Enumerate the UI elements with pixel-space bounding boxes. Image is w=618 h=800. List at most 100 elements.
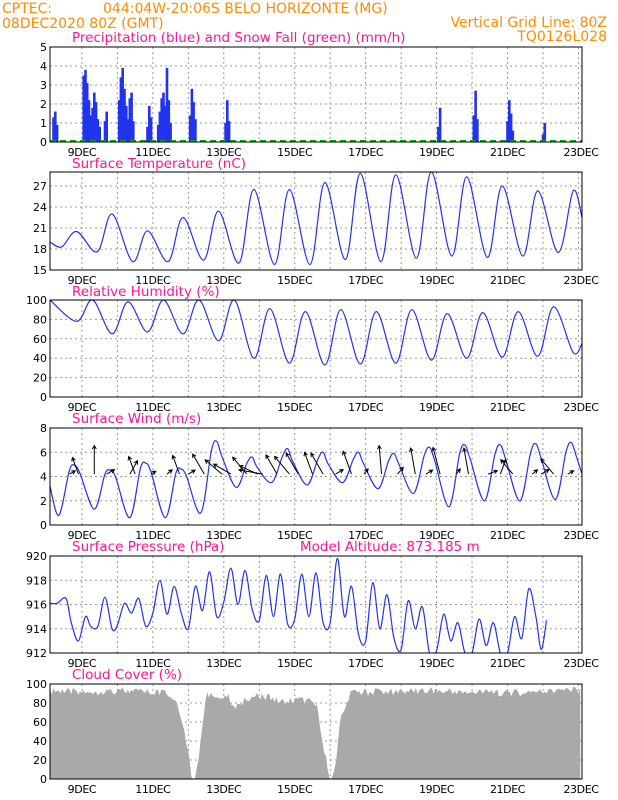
wind-arrow bbox=[237, 468, 263, 475]
wind-arrow bbox=[91, 444, 97, 475]
grid-note-label: Vertical Grid Line: 80Z bbox=[451, 15, 607, 31]
y-tick-label: 21 bbox=[33, 222, 47, 235]
precip-bar bbox=[148, 105, 151, 142]
x-tick-label: 13DEC bbox=[206, 529, 242, 542]
x-tick-label: 9DEC bbox=[68, 401, 97, 414]
x-tick-label: 17DEC bbox=[348, 529, 384, 542]
x-tick-label: 23DEC bbox=[563, 401, 599, 414]
precip-bar bbox=[52, 117, 55, 142]
y-tick-label: 20 bbox=[33, 754, 47, 767]
x-tick-label: 11DEC bbox=[135, 783, 171, 796]
precip-bar bbox=[226, 100, 229, 142]
wind-arrow bbox=[71, 456, 79, 475]
run-time-label: 08DEC2020 80Z (GMT) bbox=[2, 16, 164, 32]
x-tick-label: 9DEC bbox=[68, 657, 97, 670]
x-tick-label: 15DEC bbox=[277, 783, 313, 796]
precip-bar bbox=[192, 102, 195, 142]
x-tick-label: 13DEC bbox=[206, 146, 242, 159]
wind-arrow bbox=[171, 454, 180, 475]
wind-arrow bbox=[431, 446, 441, 475]
y-tick-label: 18 bbox=[33, 243, 47, 256]
y-tick-label: 60 bbox=[33, 716, 47, 729]
temperature-panel: 15 18 21 24 27 9DEC 11DEC 13DEC 15DEC 17DEC 19DEC 2… bbox=[33, 156, 600, 287]
precip-bar bbox=[506, 121, 509, 142]
precip-bar bbox=[105, 111, 108, 142]
y-tick-label: 80 bbox=[33, 697, 47, 710]
y-tick-label: 0 bbox=[40, 519, 47, 532]
panel-title: Cloud Cover (%) bbox=[72, 667, 182, 683]
y-tick-label: 5 bbox=[40, 41, 47, 54]
temperature-line bbox=[49, 171, 583, 266]
x-tick-label: 23DEC bbox=[563, 529, 599, 542]
location-label: 044:04W-20:06S BELO HORIZONTE (MG) bbox=[103, 1, 388, 17]
precip-bar bbox=[84, 69, 87, 142]
wind-arrow bbox=[204, 459, 223, 475]
precip-bar bbox=[98, 126, 101, 142]
x-tick-label: 19DEC bbox=[419, 529, 455, 542]
wind-arrow bbox=[273, 455, 290, 475]
precip-bar bbox=[437, 126, 440, 142]
y-tick-label: 916 bbox=[26, 599, 47, 612]
x-tick-label: 19DEC bbox=[419, 274, 455, 287]
precip-bar bbox=[125, 105, 128, 142]
y-tick-label: 15 bbox=[33, 264, 47, 277]
precip-bar bbox=[54, 111, 57, 142]
wind-arrow bbox=[567, 470, 575, 475]
plot-frame bbox=[49, 683, 583, 780]
x-tick-label: 13DEC bbox=[206, 401, 242, 414]
precip-bar bbox=[541, 134, 545, 142]
x-tick-label: 17DEC bbox=[348, 657, 384, 670]
x-tick-label: 11DEC bbox=[135, 146, 171, 159]
x-tick-label: 19DEC bbox=[419, 146, 455, 159]
y-tick-label: 2 bbox=[40, 98, 47, 111]
precip-bar bbox=[87, 100, 91, 142]
panel-title: Precipitation (blue) and Snow Fall (gree… bbox=[72, 30, 405, 46]
precip-bar bbox=[165, 67, 169, 142]
wind-panel: 0 2 4 6 8 9DEC 11DEC 13DEC 15DEC 17DEC 19DEC 21DEC 2… bbox=[40, 411, 600, 542]
x-tick-label: 19DEC bbox=[419, 783, 455, 796]
precip-bar bbox=[472, 115, 476, 142]
y-tick-label: 20 bbox=[33, 372, 47, 385]
x-tick-label: 9DEC bbox=[68, 274, 97, 287]
plot-frame bbox=[49, 171, 583, 271]
y-tick-label: 40 bbox=[33, 735, 47, 748]
y-tick-label: 0 bbox=[40, 391, 47, 404]
x-tick-label: 17DEC bbox=[348, 783, 384, 796]
pressure-panel: 912 914 916 918 920 9DEC 11DEC 13DEC 15DEC 17DEC 1… bbox=[26, 539, 600, 670]
wind-arrow bbox=[188, 469, 196, 475]
precip-bar bbox=[164, 105, 167, 142]
x-tick-label: 13DEC bbox=[206, 783, 242, 796]
panel-title: Surface Wind (m/s) bbox=[72, 411, 201, 427]
y-tick-label: 1 bbox=[40, 117, 47, 130]
x-tick-label: 11DEC bbox=[135, 401, 171, 414]
wind-arrow bbox=[335, 469, 345, 475]
wind-arrow bbox=[531, 469, 539, 475]
wind-arrow bbox=[212, 463, 232, 475]
panel-title: Relative Humidity (%) bbox=[72, 284, 220, 300]
precip-bar bbox=[94, 102, 98, 142]
precip-bar bbox=[89, 115, 93, 142]
y-tick-label: 4 bbox=[40, 471, 47, 484]
model-altitude-label: Model Altitude: 873.185 m bbox=[300, 539, 480, 555]
precip-bar bbox=[132, 121, 135, 142]
y-tick-label: 912 bbox=[26, 647, 47, 660]
x-tick-label: 15DEC bbox=[277, 529, 313, 542]
wind-arrow bbox=[150, 470, 157, 475]
y-tick-label: 24 bbox=[33, 201, 47, 214]
wind-arrow bbox=[425, 469, 434, 475]
x-tick-label: 19DEC bbox=[419, 401, 455, 414]
precip-bar bbox=[511, 130, 515, 142]
precip-bar bbox=[188, 115, 192, 142]
x-tick-label: 23DEC bbox=[563, 146, 599, 159]
wind-arrow bbox=[265, 454, 278, 475]
x-tick-label: 9DEC bbox=[68, 783, 97, 796]
plot-frame bbox=[49, 299, 583, 398]
precip-bar bbox=[126, 119, 130, 142]
wind-arrow bbox=[342, 450, 352, 475]
precip-bar bbox=[121, 67, 124, 142]
y-tick-label: 8 bbox=[40, 422, 47, 435]
panel-title: Surface Temperature (nC) bbox=[72, 156, 246, 172]
precipitation-panel: 0 1 2 3 4 5 9DEC 11DEC 13DEC 15DEC 17DEC 19DEC 21DEC… bbox=[40, 30, 600, 159]
y-tick-label: 3 bbox=[40, 79, 47, 92]
